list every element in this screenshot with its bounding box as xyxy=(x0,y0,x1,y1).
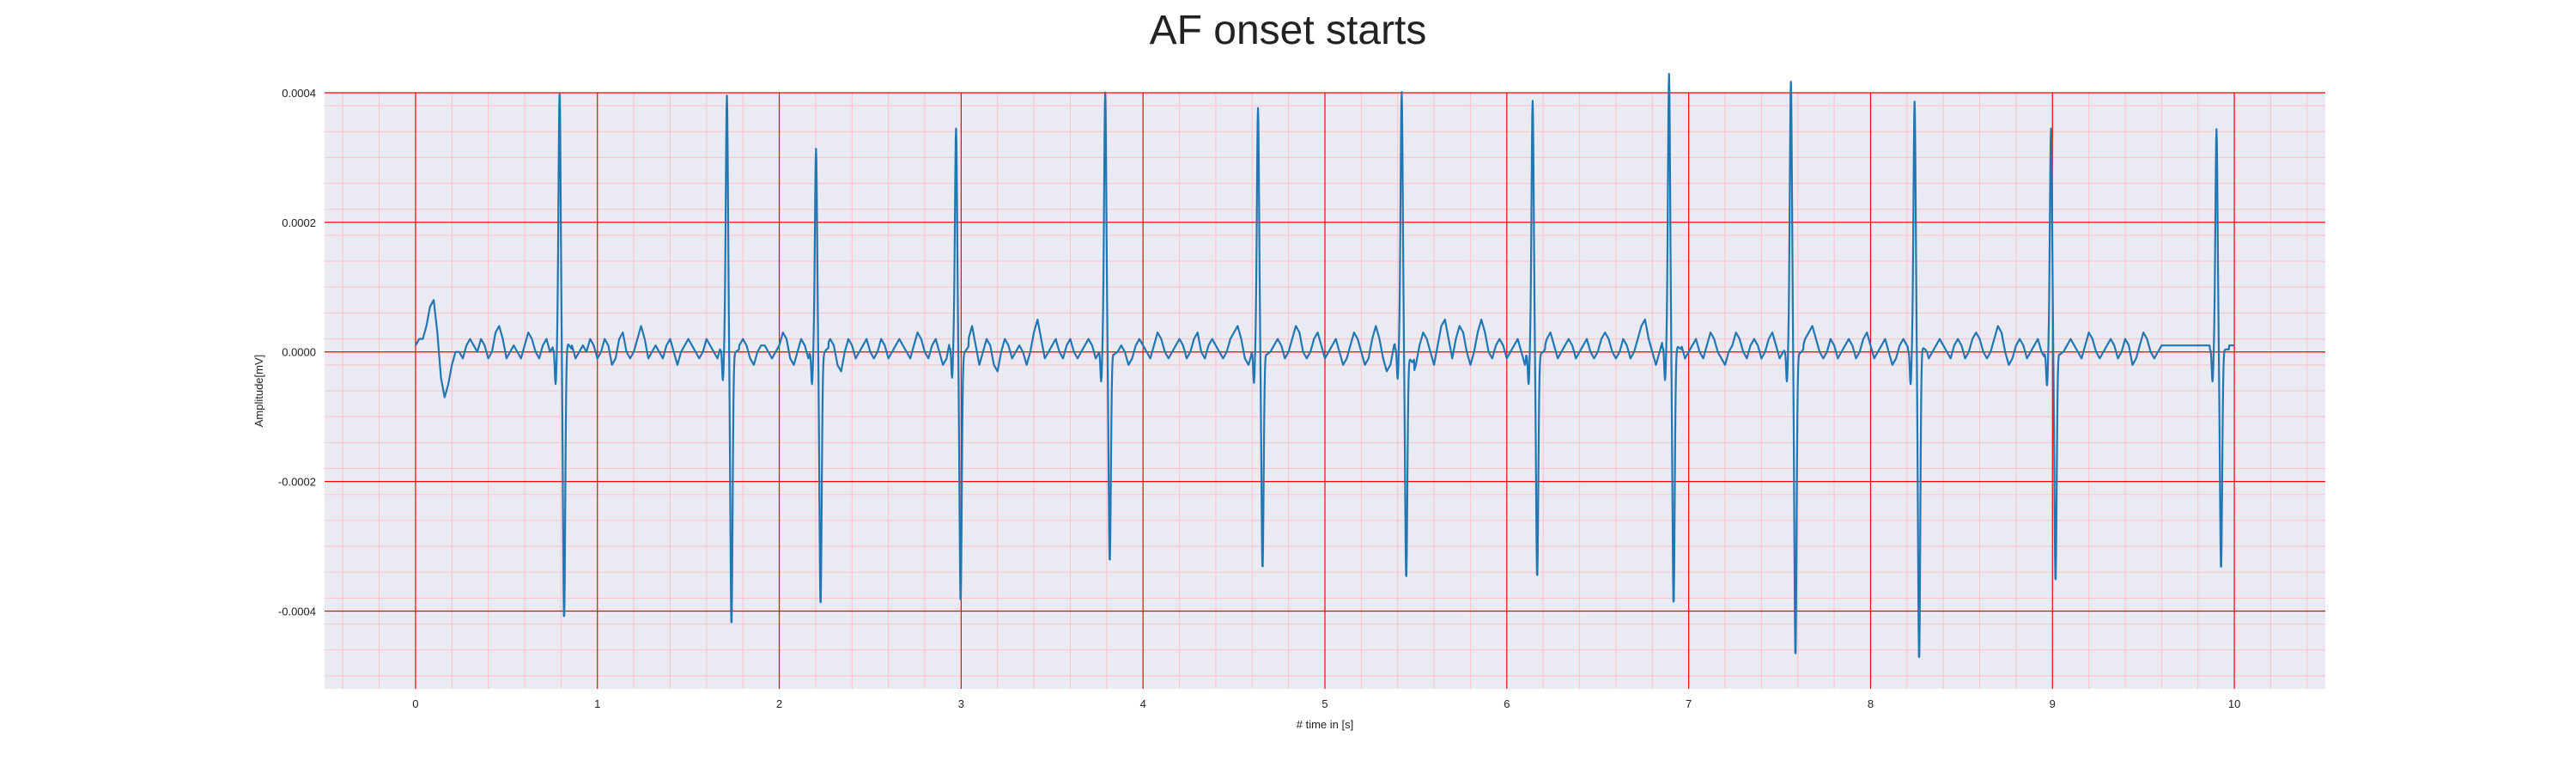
x-axis-ticks: 0 1 2 3 4 5 6 7 8 9 10 xyxy=(412,697,2240,710)
x-axis-label: # time in [s] xyxy=(1297,718,1353,731)
y-tick-label: -0.0004 xyxy=(278,605,316,618)
x-tick-label: 2 xyxy=(776,697,782,710)
x-tick-label: 9 xyxy=(2050,697,2056,710)
y-tick-label: 0.0000 xyxy=(282,346,316,359)
x-tick-label: 6 xyxy=(1504,697,1510,710)
y-axis-label: Amplitude[mV] xyxy=(252,355,265,428)
y-tick-label: 0.0002 xyxy=(282,216,316,229)
x-tick-label: 3 xyxy=(958,697,964,710)
x-tick-label: 7 xyxy=(1686,697,1692,710)
x-tick-label: 1 xyxy=(594,697,600,710)
x-tick-label: 4 xyxy=(1140,697,1146,710)
y-tick-label: 0.0004 xyxy=(282,87,316,100)
ecg-signal-line xyxy=(414,72,2235,659)
x-tick-label: 8 xyxy=(1868,697,1874,710)
x-tick-label: 10 xyxy=(2228,697,2240,710)
x-tick-label: 5 xyxy=(1321,697,1327,710)
chart-title: AF onset starts xyxy=(1149,8,1427,53)
x-tick-label: 0 xyxy=(412,697,418,710)
y-axis-ticks: 0.0004 0.0002 0.0000 -0.0002 -0.0004 xyxy=(278,87,316,618)
y-tick-label: -0.0002 xyxy=(278,476,316,489)
